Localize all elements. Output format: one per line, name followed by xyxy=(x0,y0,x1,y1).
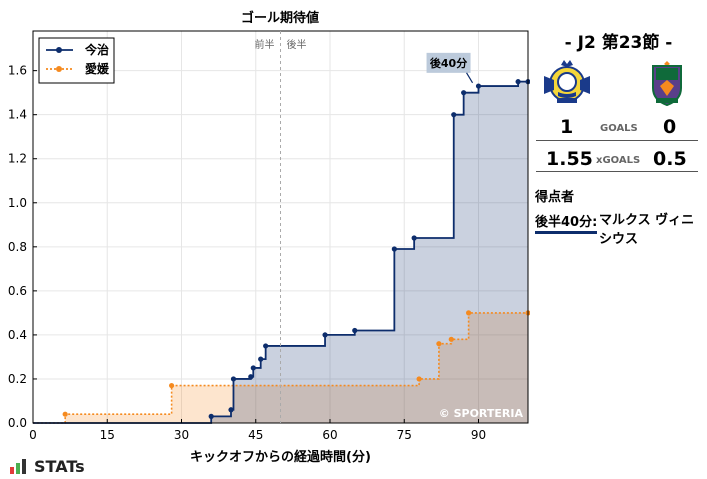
data-point xyxy=(250,365,256,371)
data-point xyxy=(448,336,454,342)
y-tick-label: 0.0 xyxy=(8,416,27,430)
scorer-time: 後半40分: xyxy=(535,211,598,234)
x-axis-ticks: 0 15 30 45 60 75 90 xyxy=(29,419,486,442)
second-half-label: 後半 xyxy=(287,38,307,51)
match-summary: - J2 第23節 - 1 GOALS 0 1.55 xGOALS 0.5 得点… xyxy=(530,0,707,479)
legend-box xyxy=(38,37,115,84)
data-point xyxy=(416,376,422,382)
data-point xyxy=(258,356,264,362)
x-tick-label: 0 xyxy=(29,428,37,442)
data-point xyxy=(352,327,358,334)
stats-logo-icon xyxy=(10,459,26,474)
series-line xyxy=(33,312,528,424)
data-point xyxy=(391,246,397,252)
y-tick-label: 1.6 xyxy=(8,64,27,78)
annotation-label: 後40分 xyxy=(430,56,467,70)
chart-title: ゴール期待値 xyxy=(241,10,319,26)
x-tick-label: 45 xyxy=(248,428,263,442)
data-point xyxy=(461,90,467,96)
home-team-crest xyxy=(544,60,590,103)
home-goals: 1 xyxy=(560,116,574,138)
data-point xyxy=(466,310,472,316)
watermark: © SPORTERIA xyxy=(439,407,524,420)
match-title: - J2 第23節 - xyxy=(564,33,673,53)
data-point xyxy=(515,79,521,85)
scorer-name: マルクス ヴィニシウス xyxy=(599,213,695,247)
brand-name: STATs xyxy=(34,457,85,476)
series-area xyxy=(33,312,528,423)
annotation-box xyxy=(426,52,471,73)
y-tick-label: 0.6 xyxy=(8,284,27,298)
series-areas xyxy=(33,81,528,424)
y-tick-label: 1.0 xyxy=(8,196,27,210)
data-point xyxy=(411,235,417,241)
separator xyxy=(536,140,698,141)
series-area xyxy=(33,81,528,424)
x-tick-label: 75 xyxy=(397,428,412,442)
legend-label: 今治 xyxy=(84,42,109,57)
x-axis-label: キックオフからの経過時間(分) xyxy=(190,449,371,465)
away-xg: 0.5 xyxy=(653,148,687,170)
first-half-label: 前半 xyxy=(255,38,275,51)
halftime-marker: 前半 後半 xyxy=(255,31,307,423)
data-point xyxy=(475,83,482,89)
goal-annotation: 後40分 xyxy=(426,52,474,84)
data-point xyxy=(208,413,214,419)
x-tick-label: 90 xyxy=(471,428,486,442)
data-point xyxy=(263,343,269,349)
x-tick-label: 15 xyxy=(100,428,115,442)
series-line xyxy=(33,80,528,424)
goals-label: GOALS xyxy=(600,123,638,134)
x-tick-label: 30 xyxy=(174,428,189,442)
data-point xyxy=(230,376,237,382)
y-tick-label: 0.4 xyxy=(8,328,27,342)
data-point xyxy=(451,112,457,118)
legend-label: 愛媛 xyxy=(85,61,110,76)
series-points xyxy=(62,79,530,419)
separator xyxy=(536,171,698,172)
xg-chart: ゴール期待値 0 15 30 45 60 75 90 0.0 0.2 0.4 0.6 0.8 1.0 1… xyxy=(8,10,530,465)
annotation-arrow xyxy=(466,72,474,84)
y-tick-label: 0.8 xyxy=(8,240,27,254)
y-tick-label: 1.4 xyxy=(8,108,27,122)
y-tick-label: 0.2 xyxy=(8,372,27,386)
scorers-heading: 得点者 xyxy=(535,190,575,205)
y-tick-label: 1.2 xyxy=(8,152,27,166)
legend-marker xyxy=(56,66,62,72)
series-lines xyxy=(33,80,528,424)
xg-label: xGOALS xyxy=(596,155,641,166)
data-point xyxy=(322,332,328,338)
data-point xyxy=(436,341,442,347)
legend-marker xyxy=(56,47,62,53)
home-xg: 1.55 xyxy=(546,148,593,170)
away-team-crest xyxy=(652,61,682,107)
y-axis-ticks: 0.0 0.2 0.4 0.6 0.8 1.0 1.2 1.4 1.6 xyxy=(8,64,37,430)
data-point xyxy=(228,407,234,413)
data-point xyxy=(169,382,175,389)
x-tick-label: 60 xyxy=(322,428,337,442)
data-point xyxy=(248,374,254,380)
data-point xyxy=(62,411,68,417)
away-goals: 0 xyxy=(663,116,677,138)
